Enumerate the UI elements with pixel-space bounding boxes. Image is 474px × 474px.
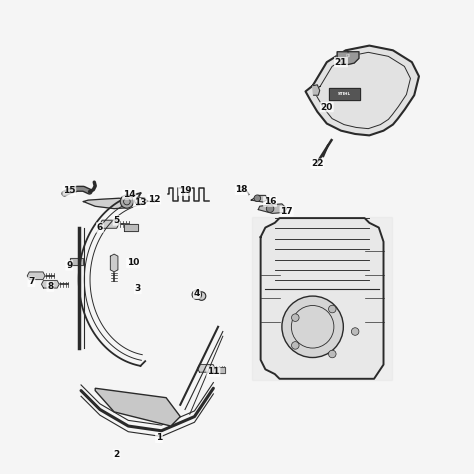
Text: 17: 17 bbox=[280, 207, 293, 216]
Circle shape bbox=[120, 195, 134, 208]
Text: 21: 21 bbox=[335, 58, 347, 67]
Text: 7: 7 bbox=[28, 277, 35, 286]
Polygon shape bbox=[306, 46, 419, 136]
Circle shape bbox=[292, 342, 299, 349]
Text: 16: 16 bbox=[264, 197, 276, 206]
Polygon shape bbox=[252, 217, 392, 380]
Text: 3: 3 bbox=[135, 284, 141, 293]
Circle shape bbox=[197, 292, 206, 301]
Circle shape bbox=[328, 305, 336, 313]
Text: 8: 8 bbox=[47, 282, 54, 291]
Polygon shape bbox=[198, 365, 215, 372]
Text: 18: 18 bbox=[236, 185, 248, 194]
Circle shape bbox=[266, 205, 274, 212]
Text: O|I: O|I bbox=[346, 54, 351, 58]
Polygon shape bbox=[95, 388, 180, 426]
Text: 1: 1 bbox=[156, 433, 162, 442]
Text: 2: 2 bbox=[113, 450, 119, 459]
Text: 5: 5 bbox=[113, 216, 119, 225]
Text: 22: 22 bbox=[311, 159, 324, 168]
Polygon shape bbox=[110, 254, 118, 272]
Circle shape bbox=[192, 290, 201, 300]
Text: 6: 6 bbox=[97, 223, 103, 232]
Text: 10: 10 bbox=[127, 258, 139, 267]
Circle shape bbox=[254, 195, 261, 201]
Circle shape bbox=[282, 296, 343, 357]
Polygon shape bbox=[134, 197, 147, 204]
Polygon shape bbox=[213, 367, 225, 374]
Polygon shape bbox=[337, 52, 359, 64]
Polygon shape bbox=[329, 88, 360, 100]
Text: 15: 15 bbox=[63, 186, 75, 195]
Polygon shape bbox=[261, 218, 383, 379]
Circle shape bbox=[328, 350, 336, 358]
Text: 20: 20 bbox=[320, 102, 333, 111]
Polygon shape bbox=[27, 272, 45, 280]
Text: 11: 11 bbox=[207, 367, 219, 376]
Polygon shape bbox=[83, 198, 133, 209]
Text: 19: 19 bbox=[179, 186, 191, 195]
Polygon shape bbox=[251, 195, 268, 202]
Text: 13: 13 bbox=[134, 199, 146, 208]
Text: 4: 4 bbox=[194, 289, 200, 298]
Circle shape bbox=[351, 328, 359, 335]
Polygon shape bbox=[258, 204, 287, 213]
Polygon shape bbox=[41, 281, 59, 288]
Text: STIHL: STIHL bbox=[338, 92, 351, 96]
Text: 12: 12 bbox=[148, 195, 161, 204]
Text: 9: 9 bbox=[66, 261, 73, 270]
Polygon shape bbox=[313, 85, 319, 95]
Circle shape bbox=[292, 314, 299, 321]
Text: 14: 14 bbox=[123, 190, 136, 199]
Polygon shape bbox=[70, 258, 83, 265]
Polygon shape bbox=[124, 224, 137, 231]
Polygon shape bbox=[100, 220, 119, 228]
